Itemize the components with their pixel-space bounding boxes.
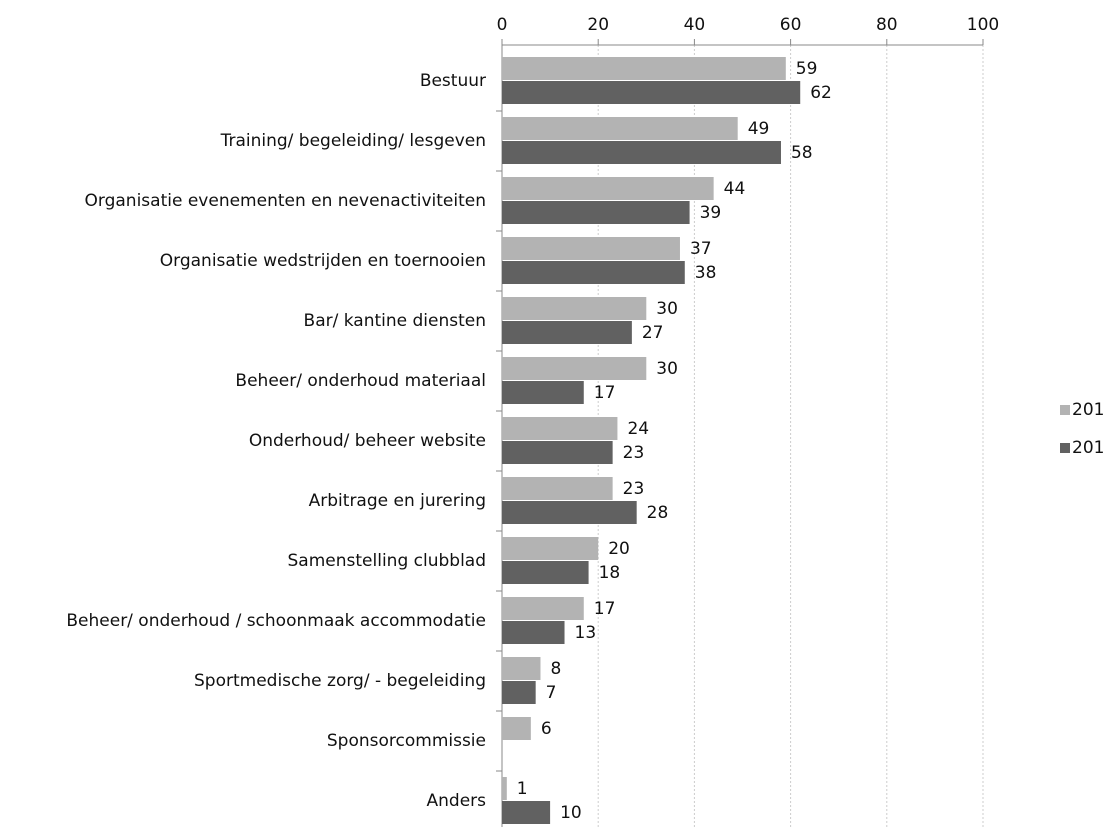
- data-label: 44: [724, 179, 746, 199]
- data-label: 23: [623, 479, 645, 499]
- bar: [502, 621, 565, 644]
- x-tick-label: 0: [497, 15, 508, 35]
- category-label: Sportmedische zorg/ - begeleiding: [194, 671, 486, 691]
- data-label: 30: [656, 299, 678, 319]
- category-label: Anders: [427, 791, 487, 811]
- data-label: 39: [700, 203, 722, 223]
- category-label: Arbitrage en jurering: [309, 491, 486, 511]
- data-label: 58: [791, 143, 813, 163]
- x-tick-label: 40: [684, 15, 706, 35]
- x-tick-label: 60: [780, 15, 802, 35]
- bar: [502, 597, 584, 620]
- legend-swatch: [1060, 443, 1070, 453]
- bar: [502, 657, 541, 680]
- x-tick-label: 20: [587, 15, 609, 35]
- data-label: 24: [627, 419, 649, 439]
- data-label: 17: [594, 383, 616, 403]
- legend-label: 2013: [1072, 400, 1105, 420]
- data-label: 37: [690, 239, 712, 259]
- category-label: Beheer/ onderhoud / schoonmaak accommoda…: [66, 611, 486, 631]
- bar: [502, 321, 632, 344]
- bar: [502, 417, 618, 440]
- bar: [502, 177, 714, 200]
- category-label: Bestuur: [420, 71, 486, 91]
- category-label: Bar/ kantine diensten: [304, 311, 486, 331]
- legend-swatch: [1060, 405, 1070, 415]
- legend-label: 2010: [1072, 438, 1105, 458]
- category-label: Samenstelling clubblad: [288, 551, 486, 571]
- data-label: 27: [642, 323, 664, 343]
- bar: [502, 201, 690, 224]
- data-label: 20: [608, 539, 630, 559]
- bar: [502, 561, 589, 584]
- bar: [502, 297, 647, 320]
- bar: [502, 381, 584, 404]
- x-tick-label: 80: [876, 15, 898, 35]
- data-label: 23: [623, 443, 645, 463]
- category-label: Organisatie wedstrijden en toernooien: [160, 251, 486, 271]
- bar: [502, 537, 599, 560]
- data-label: 13: [575, 623, 597, 643]
- data-label: 6: [541, 719, 552, 739]
- bar: [502, 117, 738, 140]
- bar: [502, 57, 786, 80]
- bar: [502, 681, 536, 704]
- bar: [502, 777, 507, 800]
- bar: [502, 477, 613, 500]
- data-label: 62: [810, 83, 832, 103]
- category-label: Organisatie evenementen en nevenactivite…: [85, 191, 486, 211]
- bar: [502, 261, 685, 284]
- data-label: 1: [517, 779, 528, 799]
- bar: [502, 441, 613, 464]
- data-label: 38: [695, 263, 717, 283]
- bar: [502, 141, 781, 164]
- data-label: 7: [546, 683, 557, 703]
- data-label: 10: [560, 803, 582, 823]
- category-label: Onderhoud/ beheer website: [249, 431, 486, 451]
- bar: [502, 237, 680, 260]
- bar: [502, 81, 801, 104]
- data-label: 17: [594, 599, 616, 619]
- category-label: Training/ begeleiding/ lesgeven: [220, 131, 486, 151]
- bar: [502, 501, 637, 524]
- x-tick-label: 100: [967, 15, 999, 35]
- bar: [502, 357, 647, 380]
- category-label: Sponsorcommissie: [327, 731, 486, 751]
- bar: [502, 717, 531, 740]
- data-label: 30: [656, 359, 678, 379]
- data-label: 28: [647, 503, 669, 523]
- data-label: 18: [599, 563, 621, 583]
- category-label: Beheer/ onderhoud materiaal: [235, 371, 486, 391]
- bar: [502, 801, 551, 824]
- data-label: 59: [796, 59, 818, 79]
- data-label: 8: [550, 659, 561, 679]
- data-label: 49: [748, 119, 770, 139]
